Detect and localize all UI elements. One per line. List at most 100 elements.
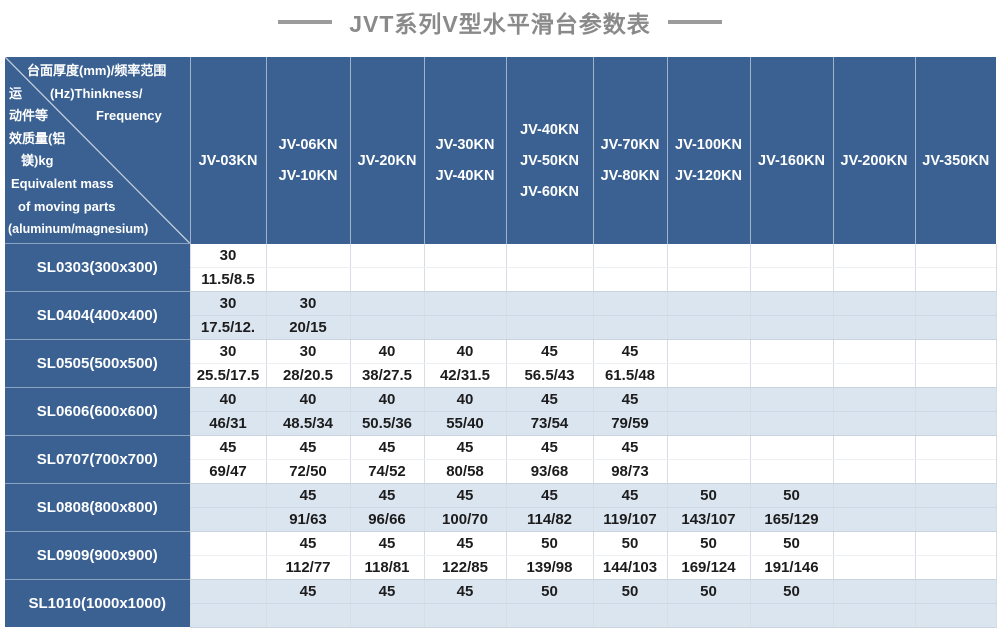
column-header-label: JV-03KN (198, 152, 258, 169)
mass-cell: 191/146 (749, 555, 833, 580)
column-header: JV-100KN JV-120KN (666, 57, 750, 244)
mass-cell (505, 603, 593, 628)
thickness-cell: 45 (423, 483, 506, 508)
page-title: JVT系列V型水平滑台参数表 (0, 0, 1000, 44)
thickness-cell (914, 387, 997, 412)
mass-cell: 122/85 (423, 555, 506, 580)
row-label: SL0808(800x800) (5, 482, 190, 531)
mass-cell: 139/98 (505, 555, 593, 580)
mass-cell (666, 603, 750, 628)
thickness-cell (592, 243, 667, 268)
mass-cell: 80/58 (423, 459, 506, 484)
mass-cell (832, 459, 915, 484)
mass-cell: 144/103 (592, 555, 667, 580)
mass-cell: 96/66 (349, 507, 424, 532)
thickness-cell: 50 (749, 579, 833, 604)
mass-cell (505, 267, 593, 292)
row-label: SL0909(900x900) (5, 530, 190, 579)
mass-cell (832, 555, 915, 580)
mass-cell (832, 315, 915, 340)
thickness-cell (914, 435, 997, 460)
thickness-cell: 45 (265, 483, 350, 508)
thickness-cell: 30 (265, 291, 350, 316)
thickness-cell (666, 435, 750, 460)
thickness-cell (832, 387, 915, 412)
page-title-text: JVT系列V型水平滑台参数表 (349, 11, 651, 37)
column-header: JV-160KN (749, 57, 833, 244)
corner-text-row: of moving parts (5, 196, 190, 219)
column-header-label: JV-20KN (357, 152, 417, 169)
mass-cell: 119/107 (592, 507, 667, 532)
thickness-cell (832, 243, 915, 268)
thickness-cell (666, 387, 750, 412)
thickness-cell: 50 (666, 579, 750, 604)
thickness-cell (189, 531, 266, 556)
row-label: SL0303(300x300) (5, 243, 190, 291)
column-header: JV-30KN JV-40KN (423, 57, 506, 244)
mass-cell (666, 363, 750, 388)
column-header-label: JV-50KN (520, 152, 579, 169)
corner-text-left: 效质量(铝 (9, 130, 66, 146)
table-row-thickness: SL0707(700x700) 45 45 45 45 45 45 (5, 434, 997, 483)
table-row-thickness: SL0303(300x300) 30 (5, 243, 997, 291)
table-row-thickness: SL0606(600x600) 40 40 40 40 45 45 (5, 386, 997, 435)
mass-cell (265, 267, 350, 292)
thickness-cell (265, 243, 350, 268)
mass-cell: 165/129 (749, 507, 833, 532)
table-row-mass: 11.5/8.5 (5, 267, 997, 292)
mass-cell: 17.5/12. (189, 315, 266, 340)
thickness-cell (832, 339, 915, 364)
column-header: JV-350KN (914, 57, 996, 244)
mass-cell (666, 459, 750, 484)
column-header-label: JV-70KN (600, 137, 660, 154)
thickness-cell (666, 243, 750, 268)
row-label: SL0707(700x700) (5, 434, 190, 483)
column-header-label: JV-80KN (600, 168, 660, 185)
thickness-cell: 45 (265, 435, 350, 460)
mass-cell (832, 411, 915, 436)
thickness-cell: 40 (265, 387, 350, 412)
thickness-cell (749, 243, 833, 268)
thickness-cell: 45 (505, 483, 593, 508)
mass-cell: 169/124 (666, 555, 750, 580)
mass-cell (749, 411, 833, 436)
mass-cell: 98/73 (592, 459, 667, 484)
thickness-cell: 30 (265, 339, 350, 364)
mass-cell (592, 315, 667, 340)
corner-text-left: (aluminum/magnesium) (8, 222, 149, 237)
mass-cell (749, 603, 833, 628)
column-header-label: JV-100KN (675, 137, 742, 154)
thickness-cell (505, 291, 593, 316)
corner-text-right: (Hz)Thinkness/ (50, 85, 143, 101)
mass-cell: 25.5/17.5 (189, 363, 266, 388)
mass-cell (832, 507, 915, 532)
thickness-cell: 50 (666, 483, 750, 508)
title-dash-right (667, 20, 722, 24)
mass-cell: 11.5/8.5 (189, 267, 266, 292)
mass-cell (832, 603, 915, 628)
row-label: SL0606(600x600) (5, 386, 190, 435)
thickness-cell: 40 (189, 387, 266, 412)
mass-cell: 38/27.5 (349, 363, 424, 388)
thickness-cell (423, 291, 506, 316)
mass-cell (914, 459, 997, 484)
thickness-cell (832, 483, 915, 508)
thickness-cell: 45 (505, 339, 593, 364)
diagonal-divider-line (5, 57, 190, 243)
corner-text-left: 镁)kg (21, 153, 54, 169)
thickness-cell (749, 291, 833, 316)
mass-cell: 143/107 (666, 507, 750, 532)
column-header: JV-200KN (832, 57, 915, 244)
mass-cell (749, 315, 833, 340)
column-header-label: JV-160KN (758, 152, 825, 169)
table-row-mass: 91/63 96/66 100/70 114/82 119/107 143/107 165/… (5, 507, 997, 532)
mass-cell (592, 603, 667, 628)
thickness-cell: 50 (749, 483, 833, 508)
thickness-cell (914, 531, 997, 556)
corner-text-left: 运 (9, 85, 23, 101)
mass-cell (349, 267, 424, 292)
thickness-cell (914, 291, 997, 316)
thickness-cell: 30 (189, 291, 266, 316)
corner-text-left: Equivalent mass (11, 175, 114, 191)
table-row-mass: 46/31 48.5/34 50.5/36 55/40 73/54 79/59 (5, 411, 997, 436)
